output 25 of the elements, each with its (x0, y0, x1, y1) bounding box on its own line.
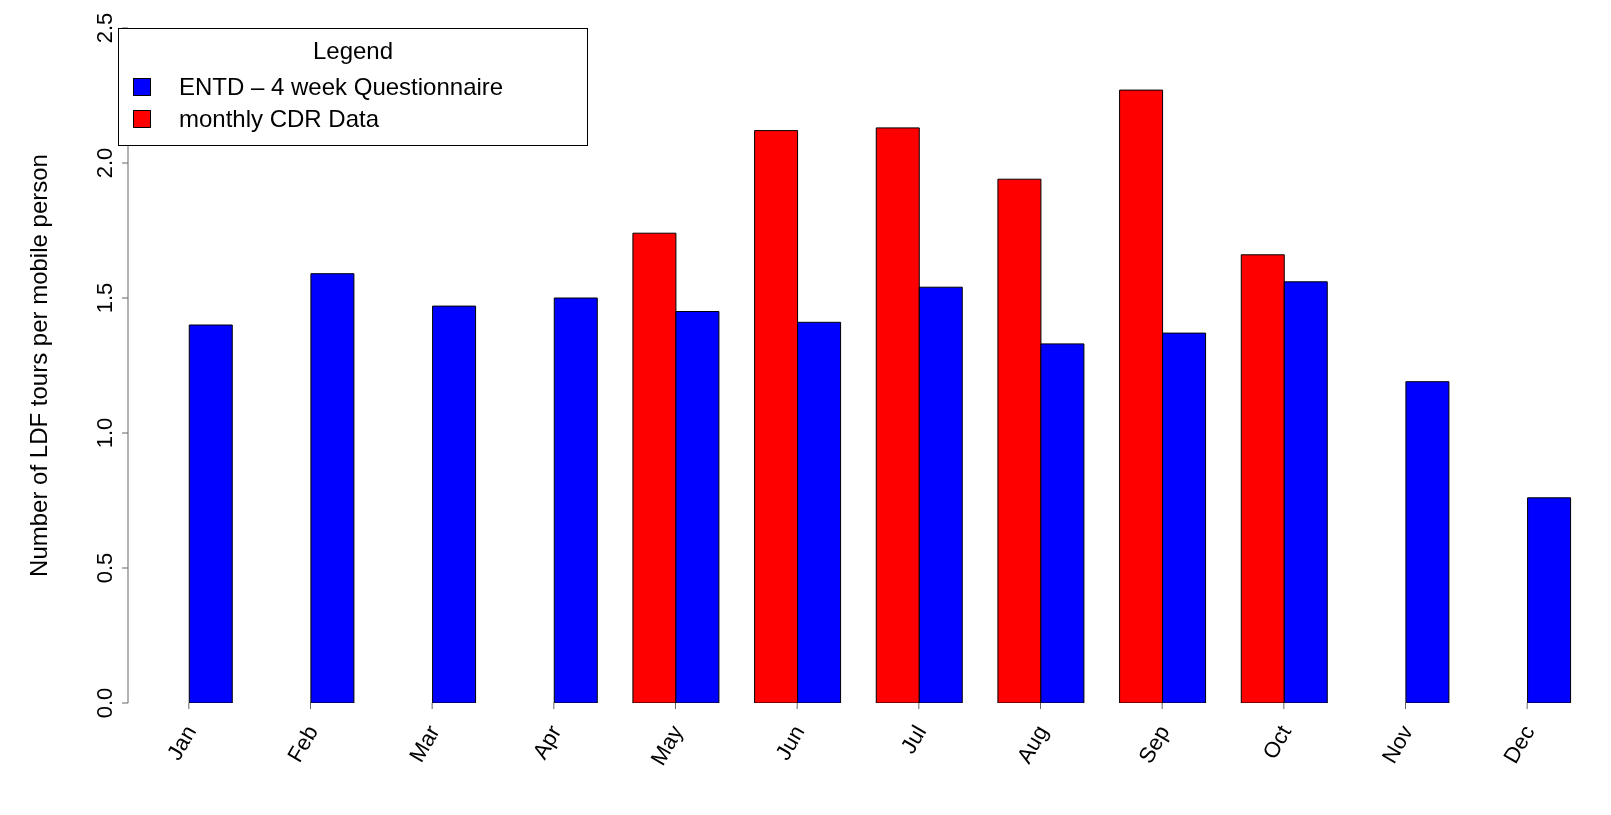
y-tick-label: 1.0 (92, 417, 117, 449)
x-tick-label: Jan (161, 721, 202, 765)
x-tick-label: Feb (282, 721, 323, 767)
x-tick-label: Sep (1133, 721, 1175, 768)
y-tick-label: 2.5 (92, 12, 117, 44)
y-axis-title: Number of LDF tours per mobile person (24, 154, 52, 577)
bar (1527, 497, 1572, 703)
x-tick-label: Mar (403, 721, 445, 767)
x-tick-label: Jul (895, 721, 932, 758)
legend-label: ENTD – 4 week Questionnaire (178, 73, 505, 101)
bar (188, 324, 233, 703)
legend-title: Legend (311, 37, 395, 65)
x-tick-label: Oct (1257, 721, 1297, 764)
legend-label: monthly CDR Data (178, 105, 381, 133)
y-tick-label: 1.5 (92, 282, 117, 314)
bar (1405, 381, 1450, 703)
bar (310, 273, 355, 703)
bar (553, 297, 598, 703)
x-tick-label: Jun (770, 721, 810, 765)
y-tick-label: 0.0 (92, 687, 117, 719)
bar (432, 305, 477, 703)
x-tick-label: Dec (1498, 721, 1540, 768)
y-tick-label: 0.5 (92, 552, 117, 584)
x-tick-label: Apr (527, 721, 567, 764)
y-tick-label: 2.0 (92, 147, 117, 179)
